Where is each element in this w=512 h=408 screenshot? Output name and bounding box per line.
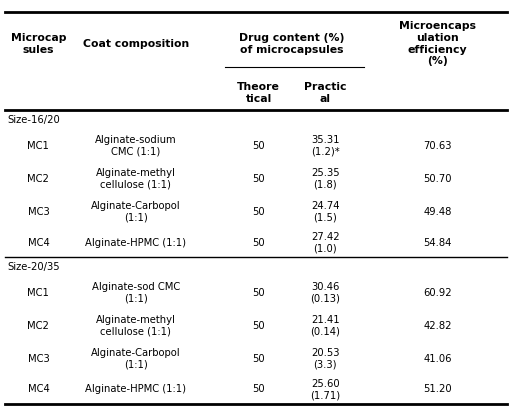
Text: 60.92: 60.92 (423, 288, 452, 298)
Text: 25.60
(1.71): 25.60 (1.71) (310, 379, 340, 400)
Text: 50: 50 (252, 141, 265, 151)
Text: MC3: MC3 (28, 207, 49, 217)
Text: 41.06: 41.06 (423, 354, 452, 364)
Text: 42.82: 42.82 (423, 321, 452, 330)
Text: MC1: MC1 (28, 288, 49, 298)
Text: MC4: MC4 (28, 237, 49, 248)
Text: Alginate-methyl
cellulose (1:1): Alginate-methyl cellulose (1:1) (96, 168, 176, 190)
Text: 24.74
(1.5): 24.74 (1.5) (311, 201, 339, 222)
Text: Alginate-sod CMC
(1:1): Alginate-sod CMC (1:1) (92, 282, 180, 304)
Text: 50: 50 (252, 384, 265, 395)
Text: 20.53
(3.3): 20.53 (3.3) (311, 348, 339, 369)
Text: Microcap
sules: Microcap sules (11, 33, 66, 55)
Text: Coat composition: Coat composition (82, 39, 189, 49)
Text: 50: 50 (252, 207, 265, 217)
Text: 50: 50 (252, 288, 265, 298)
Text: 70.63: 70.63 (423, 141, 452, 151)
Text: Alginate-HPMC (1:1): Alginate-HPMC (1:1) (85, 237, 186, 248)
Text: Alginate-methyl
cellulose (1:1): Alginate-methyl cellulose (1:1) (96, 315, 176, 337)
Text: 50: 50 (252, 174, 265, 184)
Text: MC3: MC3 (28, 354, 49, 364)
Text: 21.41
(0.14): 21.41 (0.14) (310, 315, 340, 337)
Text: Drug content (%)
of microcapsules: Drug content (%) of microcapsules (239, 33, 345, 55)
Text: Alginate-Carbopol
(1:1): Alginate-Carbopol (1:1) (91, 348, 181, 369)
Text: Microencaps
ulation
efficiency
(%): Microencaps ulation efficiency (%) (399, 22, 476, 66)
Text: 30.46
(0.13): 30.46 (0.13) (310, 282, 340, 304)
Text: Size-20/35: Size-20/35 (8, 262, 60, 272)
Text: Size-16/20: Size-16/20 (8, 115, 60, 125)
Text: Alginate-sodium
CMC (1:1): Alginate-sodium CMC (1:1) (95, 135, 177, 157)
Text: MC1: MC1 (28, 141, 49, 151)
Text: MC2: MC2 (28, 174, 49, 184)
Text: Practic
al: Practic al (304, 82, 347, 104)
Text: MC2: MC2 (28, 321, 49, 330)
Text: Theore
tical: Theore tical (237, 82, 280, 104)
Text: 25.35
(1.8): 25.35 (1.8) (311, 168, 339, 190)
Text: 51.20: 51.20 (423, 384, 452, 395)
Text: 50: 50 (252, 321, 265, 330)
Text: Alginate-HPMC (1:1): Alginate-HPMC (1:1) (85, 384, 186, 395)
Text: 27.42
(1.0): 27.42 (1.0) (311, 232, 339, 253)
Text: 49.48: 49.48 (423, 207, 452, 217)
Text: MC4: MC4 (28, 384, 49, 395)
Text: 50: 50 (252, 354, 265, 364)
Text: 50.70: 50.70 (423, 174, 452, 184)
Text: 54.84: 54.84 (423, 237, 452, 248)
Text: Alginate-Carbopol
(1:1): Alginate-Carbopol (1:1) (91, 201, 181, 222)
Text: 50: 50 (252, 237, 265, 248)
Text: 35.31
(1.2)*: 35.31 (1.2)* (311, 135, 339, 157)
